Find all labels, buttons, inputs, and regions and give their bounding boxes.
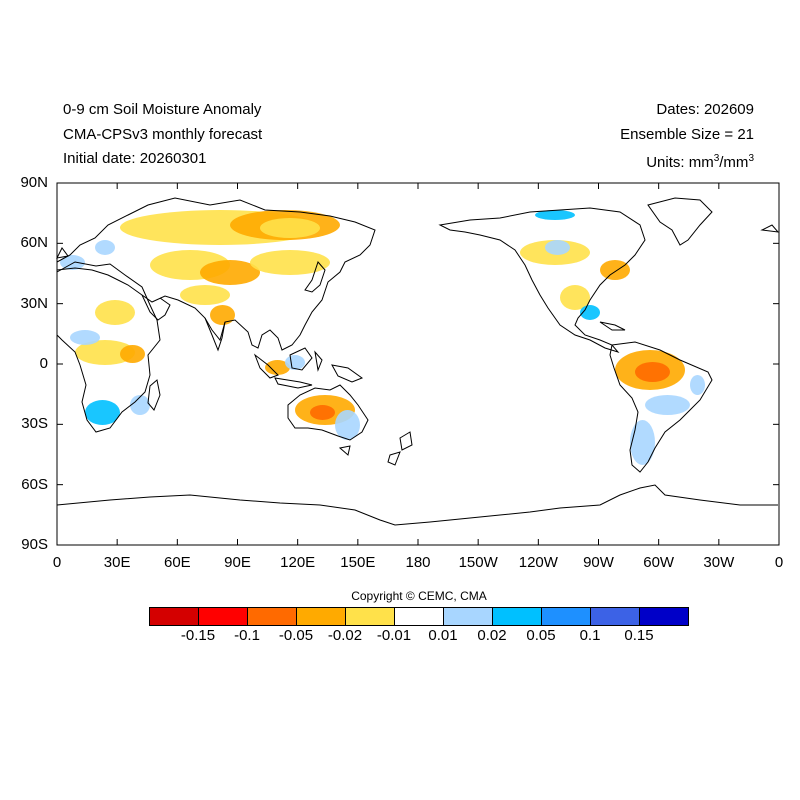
anomaly-field [60, 210, 705, 465]
colorbar-swatch [297, 608, 346, 625]
lon-label: 30W [703, 554, 735, 571]
colorbar-swatch [640, 608, 688, 625]
initial-date: Initial date: 20260301 [63, 150, 207, 167]
anomaly-patch [690, 375, 705, 395]
anomaly-patch [645, 395, 690, 415]
anomaly-patch [260, 218, 320, 238]
colorbar-tick: 0.05 [526, 627, 556, 644]
lat-label: 60S [21, 475, 48, 493]
colorbar-swatch [150, 608, 199, 625]
anomaly-patch [535, 210, 575, 220]
anomaly-patch [545, 240, 570, 255]
anomaly-patch [180, 285, 230, 305]
anomaly-patch [70, 330, 100, 345]
lat-label: 90N [20, 174, 48, 191]
ensemble-size: Ensemble Size = 21 [620, 126, 754, 143]
anomaly-patch [210, 305, 235, 325]
colorbar-swatch [591, 608, 640, 625]
anomaly-patch [250, 250, 330, 275]
lat-label: 0 [39, 355, 48, 372]
colorbar-swatch [199, 608, 248, 625]
lon-label: 150W [458, 554, 498, 571]
anomaly-patch [335, 410, 360, 440]
coastlines [56, 197, 780, 526]
lon-label: 90W [583, 554, 614, 571]
colorbar-swatch [395, 608, 444, 625]
anomaly-patch [285, 355, 305, 370]
anomaly-patch [600, 260, 630, 280]
anomaly-patch [310, 405, 335, 420]
anomaly-patch [85, 400, 120, 425]
lon-label: 0 [774, 554, 784, 571]
lon-label: 120E [280, 554, 316, 571]
lat-label: 30S [21, 415, 48, 433]
model-label: CMA-CPSv3 monthly forecast [63, 126, 263, 143]
anomaly-patch [630, 420, 655, 465]
colorbar-tick: -0.02 [327, 627, 363, 644]
lon-label: 60W [643, 554, 675, 571]
colorbar-tick: 0.01 [428, 627, 458, 644]
anomaly-patch [75, 340, 135, 365]
colorbar-swatch [542, 608, 591, 625]
anomaly-patch [560, 285, 590, 310]
copyright-text: Copyright © CEMC, CMA [351, 589, 487, 603]
colorbar-swatch [346, 608, 395, 625]
units-label: Units: mm3/mm3 [646, 153, 754, 171]
colorbar-swatch [248, 608, 297, 625]
anomaly-patch [60, 255, 85, 270]
colorbar-tick: -0.05 [278, 627, 314, 644]
colorbar-tick: 0.15 [624, 627, 654, 644]
lat-label: 60N [20, 234, 48, 252]
anomaly-patch [130, 395, 150, 415]
anomaly-patch [265, 360, 290, 375]
lon-label: 180 [405, 554, 431, 571]
colorbar-tick: -0.15 [180, 627, 216, 644]
lon-label: 60E [163, 554, 191, 571]
anomaly-patch [200, 260, 260, 285]
lat-label: 90S [21, 536, 48, 553]
anomaly-patch [95, 240, 115, 255]
anomaly-patch [95, 300, 135, 325]
colorbar [149, 607, 689, 626]
colorbar-tick: 0.02 [477, 627, 507, 644]
forecast-dates: Dates: 202609 [656, 101, 754, 118]
anomaly-patch [635, 362, 670, 382]
colorbar-swatch [444, 608, 493, 625]
lon-label: 120W [518, 554, 558, 571]
colorbar-tick: -0.1 [234, 627, 260, 644]
lon-label: 150E [340, 554, 376, 571]
anomaly-patch [120, 345, 145, 363]
chart-title: 0-9 cm Soil Moisture Anomaly [63, 101, 262, 118]
lon-label: 90E [224, 554, 251, 571]
lon-label: 30E [103, 554, 131, 571]
lat-label: 30N [20, 294, 48, 312]
colorbar-tick: 0.1 [579, 627, 601, 644]
colorbar-tick: -0.01 [376, 627, 412, 644]
colorbar-swatch [493, 608, 542, 625]
anomaly-patch [580, 305, 600, 320]
lon-label: 0 [52, 554, 62, 571]
